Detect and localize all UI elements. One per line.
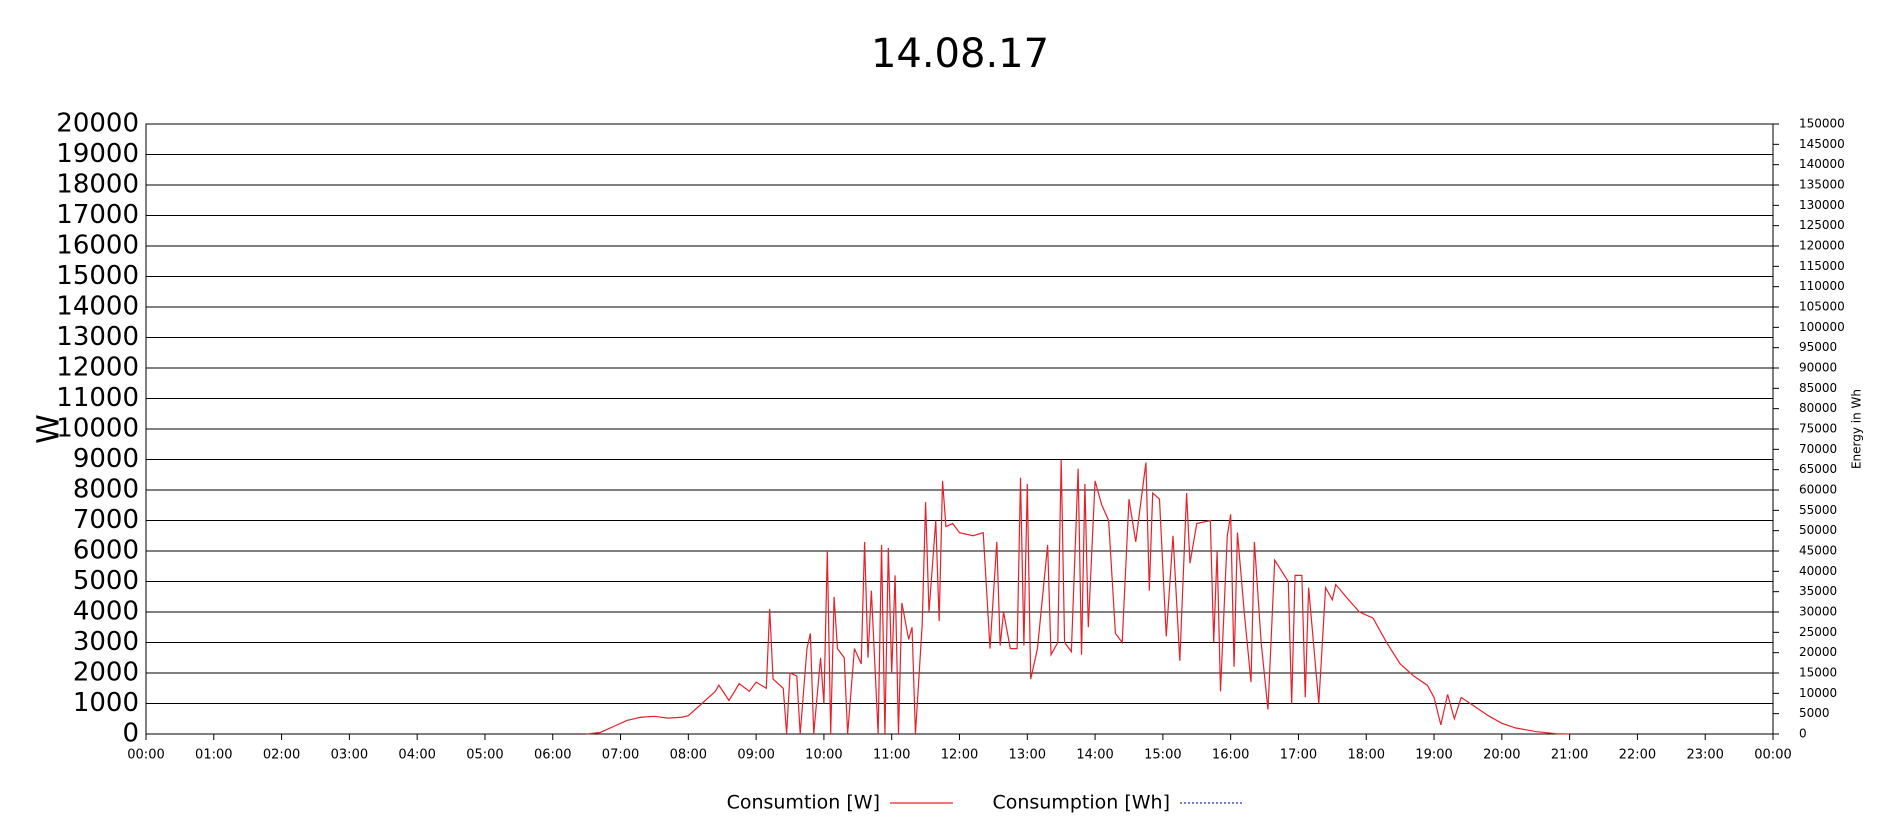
y2-tick-label: 45000 bbox=[1799, 544, 1837, 558]
x-tick-label: 09:00 bbox=[737, 748, 774, 763]
y2-tick-label: 10000 bbox=[1799, 686, 1837, 700]
x-tick-label: 17:00 bbox=[1280, 748, 1317, 763]
y-tick-label: 10000 bbox=[56, 414, 139, 444]
y2-tick-label: 0 bbox=[1799, 727, 1807, 741]
y-tick-label: 18000 bbox=[56, 170, 139, 200]
x-tick-label: 04:00 bbox=[398, 748, 435, 763]
y2-tick-label: 20000 bbox=[1799, 645, 1837, 659]
y2-tick-label: 100000 bbox=[1799, 320, 1845, 334]
y-tick-label: 19000 bbox=[56, 139, 139, 169]
x-tick-label: 05:00 bbox=[466, 748, 503, 763]
y2-tick-label: 65000 bbox=[1799, 462, 1837, 476]
x-tick-label: 14:00 bbox=[1076, 748, 1113, 763]
y-axis-label: W bbox=[32, 414, 67, 444]
y2-tick-label: 15000 bbox=[1799, 666, 1837, 680]
y-tick-label: 6000 bbox=[73, 536, 139, 566]
legend-label: Consumtion [W] bbox=[727, 792, 880, 814]
y-tick-label: 8000 bbox=[73, 475, 139, 505]
x-tick-label: 10:00 bbox=[805, 748, 842, 763]
y-tick-label: 11000 bbox=[56, 383, 139, 413]
y2-tick-label: 50000 bbox=[1799, 523, 1837, 537]
y-tick-label: 3000 bbox=[73, 627, 139, 657]
x-tick-label: 23:00 bbox=[1686, 748, 1723, 763]
x-tick-label: 18:00 bbox=[1348, 748, 1385, 763]
y2-tick-label: 145000 bbox=[1799, 137, 1845, 151]
y2-axis-label: Energy in Wh bbox=[1850, 389, 1864, 469]
y2-tick-label: 55000 bbox=[1799, 503, 1837, 517]
x-tick-label: 19:00 bbox=[1415, 748, 1452, 763]
x-tick-label: 20:00 bbox=[1483, 748, 1520, 763]
y2-tick-label: 125000 bbox=[1799, 218, 1845, 232]
x-tick-label: 03:00 bbox=[331, 748, 368, 763]
y-tick-label: 16000 bbox=[56, 231, 139, 261]
y-tick-label: 13000 bbox=[56, 322, 139, 352]
y-tick-label: 2000 bbox=[73, 658, 139, 688]
y-tick-label: 4000 bbox=[73, 597, 139, 627]
y2-tick-label: 150000 bbox=[1799, 117, 1845, 131]
y2-tick-label: 115000 bbox=[1799, 259, 1845, 273]
y-tick-label: 1000 bbox=[73, 688, 139, 718]
x-tick-label: 02:00 bbox=[263, 748, 300, 763]
chart-title: 14.08.17 bbox=[871, 31, 1049, 77]
x-tick-label: 01:00 bbox=[195, 748, 232, 763]
x-tick-label: 13:00 bbox=[1009, 748, 1046, 763]
x-tick-label: 07:00 bbox=[602, 748, 639, 763]
y-tick-label: 15000 bbox=[56, 261, 139, 291]
y-tick-label: 9000 bbox=[73, 444, 139, 474]
y2-tick-label: 135000 bbox=[1799, 178, 1845, 192]
y2-tick-label: 30000 bbox=[1799, 605, 1837, 619]
x-tick-label: 12:00 bbox=[941, 748, 978, 763]
y-tick-label: 12000 bbox=[56, 353, 139, 383]
x-tick-label: 21:00 bbox=[1551, 748, 1588, 763]
y2-tick-label: 95000 bbox=[1799, 340, 1837, 354]
y2-tick-label: 5000 bbox=[1799, 706, 1830, 720]
x-tick-label: 00:00 bbox=[1754, 748, 1791, 763]
x-tick-label: 15:00 bbox=[1144, 748, 1181, 763]
legend-label: Consumption [Wh] bbox=[992, 792, 1170, 814]
y-tick-label: 14000 bbox=[56, 292, 139, 322]
x-tick-label: 16:00 bbox=[1212, 748, 1249, 763]
y-tick-label: 5000 bbox=[73, 566, 139, 596]
y2-tick-label: 60000 bbox=[1799, 483, 1837, 497]
y2-tick-label: 25000 bbox=[1799, 625, 1837, 639]
y2-tick-label: 35000 bbox=[1799, 584, 1837, 598]
y2-tick-label: 75000 bbox=[1799, 422, 1837, 436]
y2-tick-label: 90000 bbox=[1799, 361, 1837, 375]
y2-tick-label: 70000 bbox=[1799, 442, 1837, 456]
y2-tick-label: 110000 bbox=[1799, 279, 1845, 293]
y2-tick-label: 40000 bbox=[1799, 564, 1837, 578]
y-tick-label: 7000 bbox=[73, 505, 139, 535]
y2-tick-label: 140000 bbox=[1799, 157, 1845, 171]
x-tick-label: 06:00 bbox=[534, 748, 571, 763]
x-tick-label: 08:00 bbox=[670, 748, 707, 763]
y2-tick-label: 105000 bbox=[1799, 300, 1845, 314]
x-tick-label: 00:00 bbox=[127, 748, 164, 763]
y2-tick-label: 85000 bbox=[1799, 381, 1837, 395]
y2-tick-label: 130000 bbox=[1799, 198, 1845, 212]
y-tick-label: 17000 bbox=[56, 200, 139, 230]
y-tick-label: 20000 bbox=[56, 109, 139, 139]
y2-tick-label: 120000 bbox=[1799, 239, 1845, 253]
x-tick-label: 11:00 bbox=[873, 748, 910, 763]
y2-tick-label: 80000 bbox=[1799, 401, 1837, 415]
data-line bbox=[586, 459, 1570, 735]
x-tick-label: 22:00 bbox=[1619, 748, 1656, 763]
y-tick-label: 0 bbox=[122, 719, 139, 749]
